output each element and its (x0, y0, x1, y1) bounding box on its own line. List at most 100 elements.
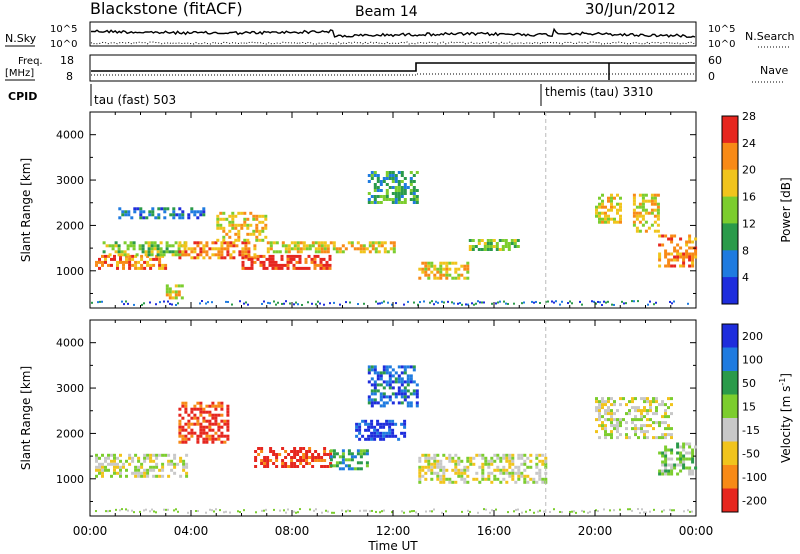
data-cell (388, 198, 392, 201)
data-cell (406, 374, 410, 378)
data-cell (601, 427, 604, 431)
data-cell (643, 430, 646, 434)
data-cell (652, 421, 655, 425)
data-cell (95, 456, 98, 460)
data-cell (319, 263, 323, 267)
data-cell (164, 266, 168, 270)
data-cell (123, 241, 127, 245)
data-cell (164, 453, 168, 457)
data-cell (679, 451, 683, 455)
data-cell (146, 471, 150, 475)
data-cell (125, 474, 128, 478)
data-cell (116, 263, 119, 267)
ground-scatter-cell (459, 302, 461, 305)
data-cell (656, 217, 660, 221)
data-cell (263, 459, 267, 462)
data-cell (682, 261, 686, 265)
data-cell (181, 416, 185, 420)
ground-scatter-cell (295, 301, 297, 304)
data-cell (508, 474, 512, 478)
data-cell (178, 241, 182, 245)
data-cell (256, 257, 260, 261)
data-cell (152, 465, 156, 469)
data-cell (439, 462, 443, 466)
data-cell (277, 266, 281, 270)
data-cell (214, 253, 218, 257)
data-cell (688, 255, 692, 259)
data-cell (208, 247, 212, 251)
ground-scatter-cell (155, 303, 157, 306)
data-cell (252, 232, 256, 236)
ground-scatter-cell (637, 508, 639, 511)
data-cell (104, 465, 107, 469)
data-cell (490, 480, 494, 484)
ground-scatter-cell (301, 303, 303, 306)
data-cell (403, 389, 407, 393)
data-cell (184, 407, 188, 411)
data-cell (601, 220, 604, 224)
data-cell (184, 250, 188, 254)
data-cell (177, 244, 181, 248)
data-cell (415, 171, 419, 174)
velocity-cbar-label: Velocity [m s-1] (778, 373, 793, 463)
data-cell (110, 453, 113, 457)
data-cell (650, 208, 654, 212)
data-cell (439, 270, 443, 274)
ground-scatter-cell (515, 508, 517, 511)
data-cell (403, 198, 407, 201)
data-cell (514, 465, 518, 469)
data-cell (119, 257, 122, 261)
data-cell (196, 401, 200, 405)
data-cell (632, 199, 636, 203)
data-cell (523, 477, 527, 481)
data-cell (436, 459, 440, 463)
data-cell (299, 241, 303, 245)
data-cell (131, 459, 135, 463)
data-cell (682, 454, 686, 458)
ground-scatter-cell (445, 510, 447, 513)
data-cell (649, 400, 652, 404)
ground-scatter-cell (649, 510, 651, 513)
data-cell (516, 239, 520, 242)
data-cell (247, 241, 251, 245)
data-cell (382, 431, 386, 435)
data-cell (178, 413, 182, 417)
data-cell (442, 453, 446, 457)
ground-scatter-cell (125, 508, 127, 511)
data-cell (436, 270, 440, 274)
data-cell (356, 241, 360, 245)
data-cell (433, 264, 437, 268)
data-cell (262, 254, 266, 258)
ground-scatter-cell (513, 302, 515, 305)
data-cell (430, 264, 434, 268)
ground-scatter-cell (299, 508, 301, 511)
data-cell (158, 263, 162, 267)
data-cell (442, 477, 446, 481)
data-cell (310, 260, 314, 264)
data-cell (244, 254, 248, 258)
colorbar-tick-label: -50 (742, 447, 760, 460)
data-cell (466, 474, 470, 478)
data-cell (658, 255, 662, 259)
data-cell (688, 234, 692, 238)
data-cell (489, 248, 493, 251)
data-cell (463, 465, 467, 469)
data-cell (217, 247, 221, 251)
ground-scatter-cell (581, 509, 583, 512)
data-cell (335, 452, 339, 456)
data-cell (217, 413, 221, 417)
data-cell (362, 452, 366, 456)
data-cell (217, 401, 221, 405)
data-cell (185, 471, 189, 475)
data-cell (664, 412, 667, 416)
data-cell (341, 461, 345, 465)
data-cell (182, 465, 186, 469)
data-cell (311, 244, 315, 248)
data-cell (217, 428, 221, 432)
data-cell (421, 453, 425, 457)
data-cell (442, 471, 446, 475)
nsky-tick-lo: 10^0 (50, 39, 77, 50)
data-cell (302, 247, 306, 251)
ground-scatter-cell (465, 303, 467, 306)
data-cell (638, 193, 642, 197)
